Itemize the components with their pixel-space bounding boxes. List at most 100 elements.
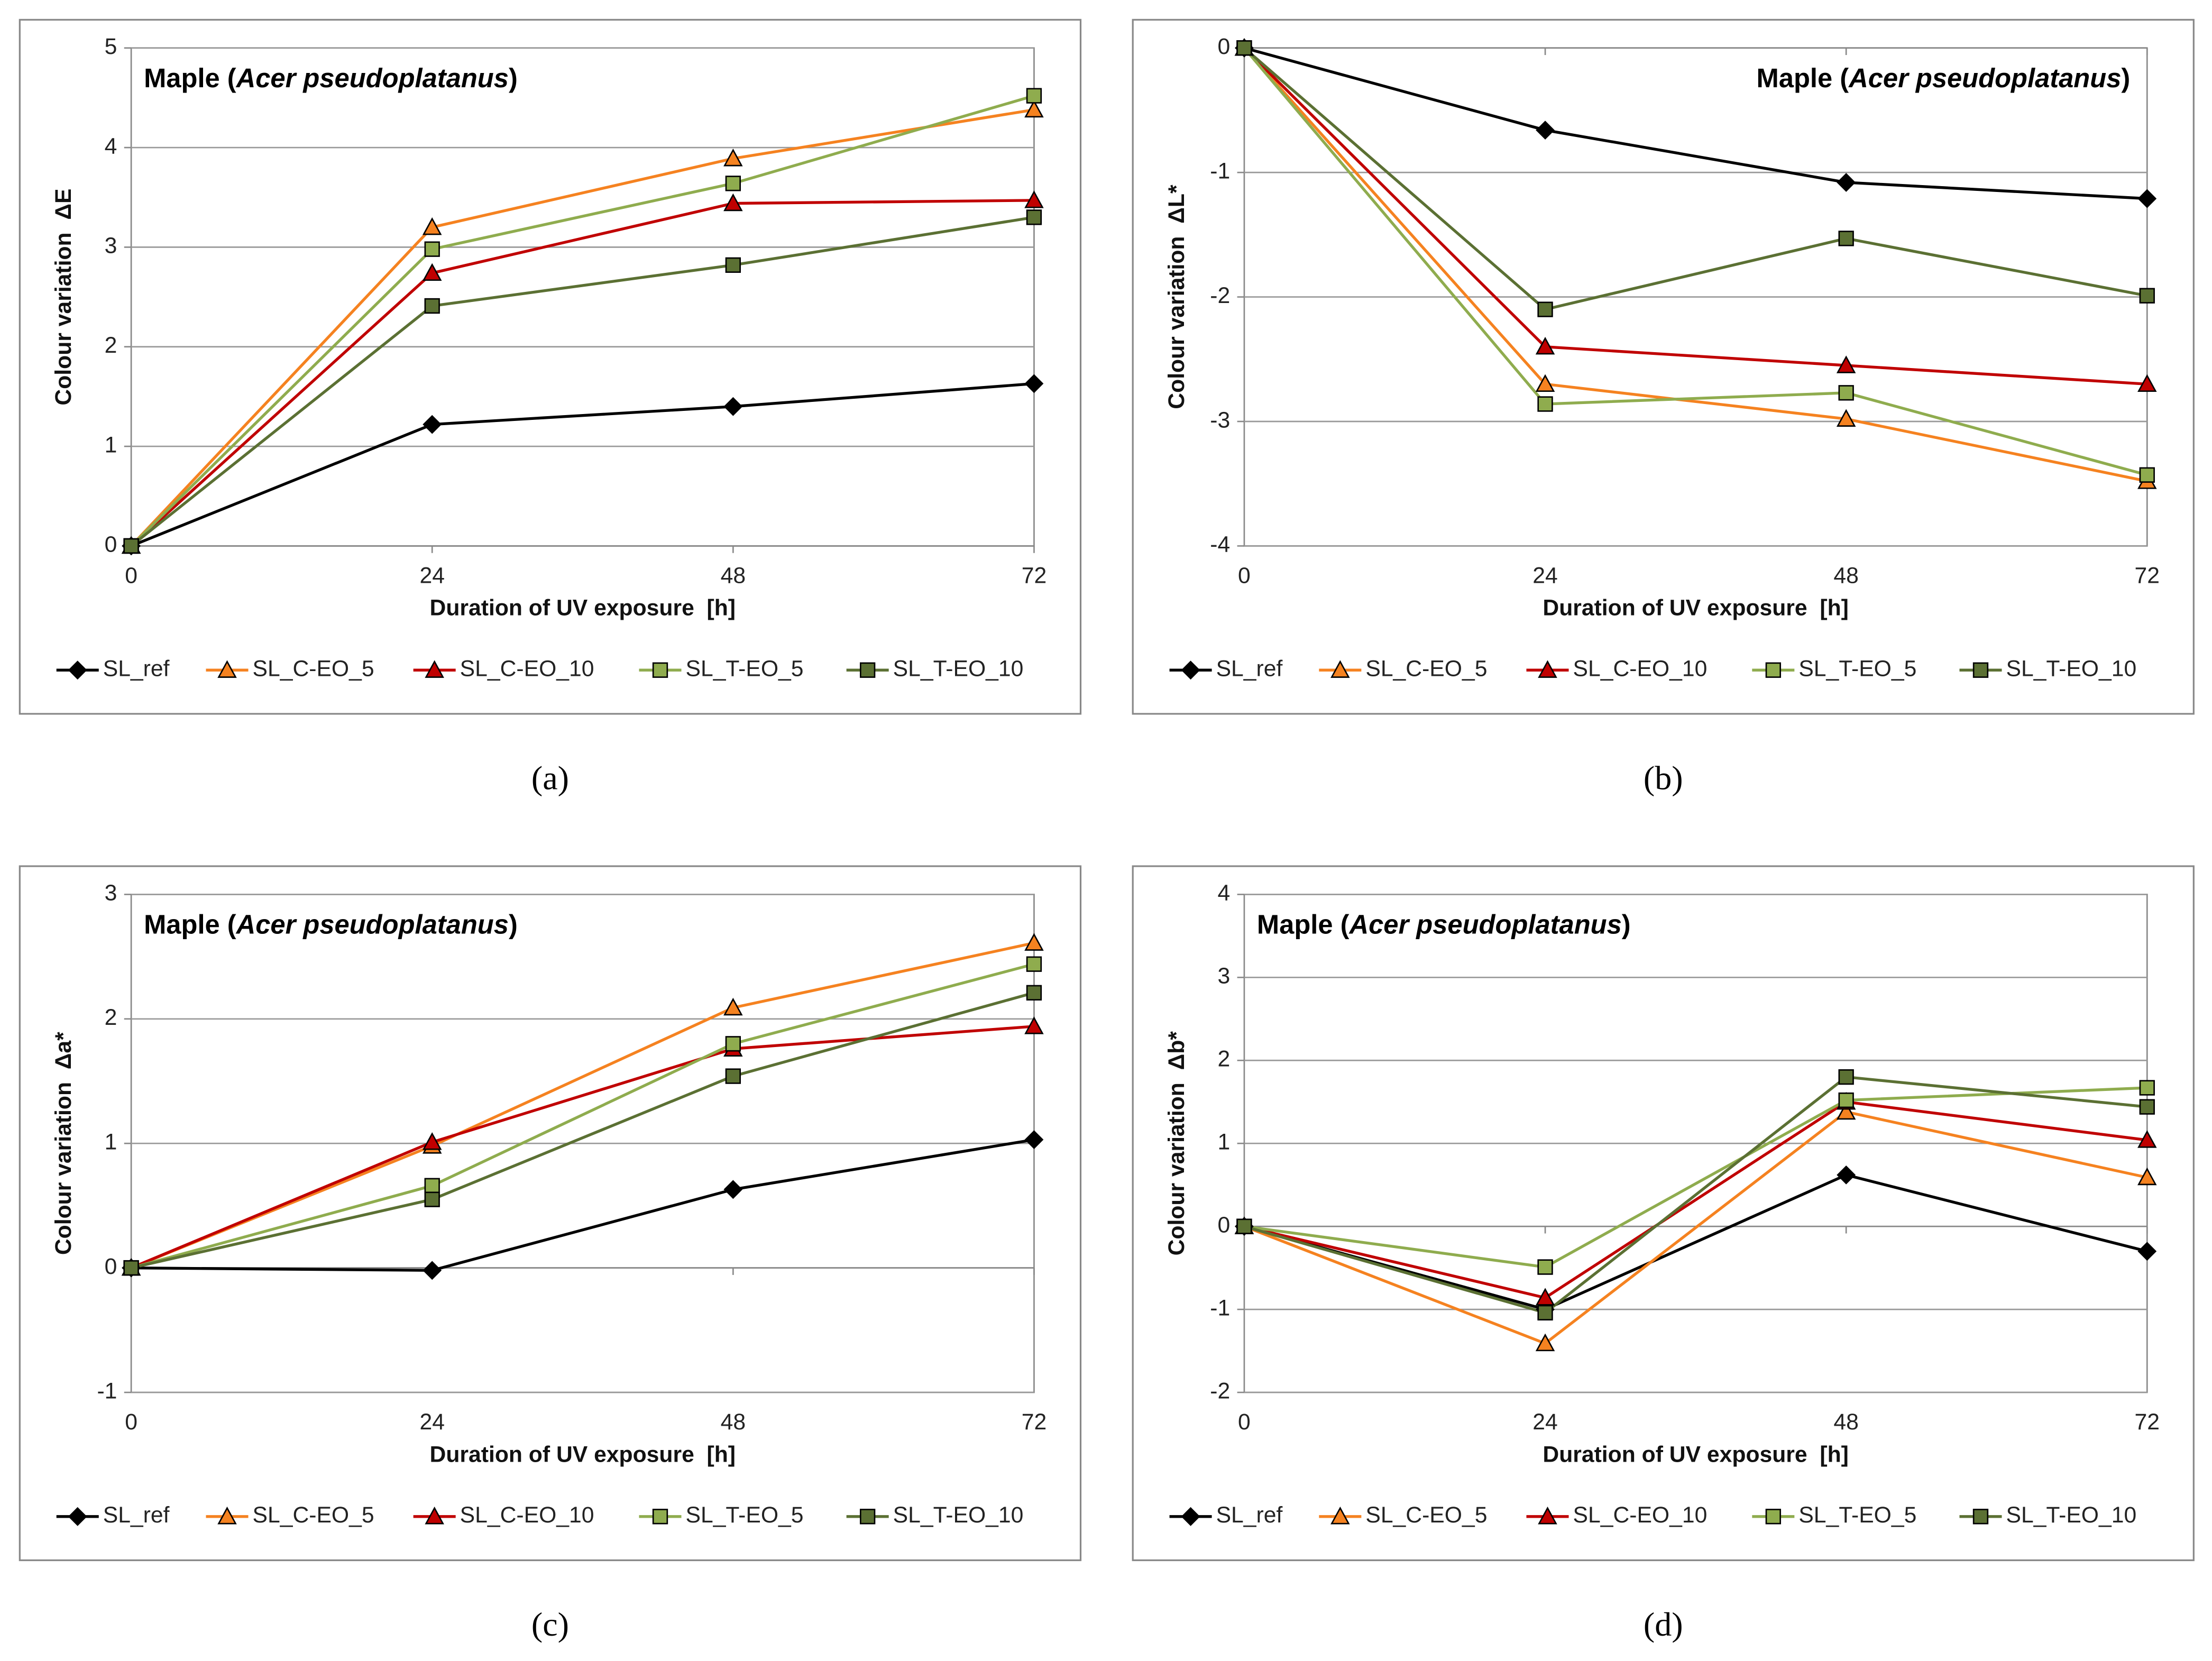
y-tick-label: 0 bbox=[105, 532, 117, 557]
title-part: Maple ( bbox=[144, 910, 236, 940]
chart-panel: -2 -1 0 1 2 3 4 0 24 48 72 Duration of UV exposure … bbox=[1132, 865, 2195, 1562]
title-part: Acer pseudoplatanus bbox=[235, 910, 509, 940]
legend-label: SL_C-EO_10 bbox=[1573, 656, 1708, 681]
legend-label: SL_C-EO_5 bbox=[1365, 656, 1487, 681]
data-point bbox=[422, 1132, 442, 1150]
data-point bbox=[725, 257, 741, 273]
title-part: ) bbox=[509, 910, 518, 940]
x-tick-label: 72 bbox=[1022, 1409, 1047, 1435]
legend-label: SL_T-EO_5 bbox=[1798, 1502, 1916, 1528]
legend-label: SL_C-EO_5 bbox=[253, 656, 374, 681]
data-point bbox=[1535, 374, 1555, 392]
legend-marker bbox=[1538, 660, 1557, 678]
y-tick-label: 1 bbox=[105, 1129, 117, 1154]
series-line bbox=[1243, 47, 2147, 386]
data-point bbox=[1024, 99, 1044, 118]
legend-label: SL_ref bbox=[103, 1502, 170, 1528]
y-tick-label: -1 bbox=[1210, 158, 1230, 183]
data-point bbox=[723, 397, 743, 416]
title-part: Maple ( bbox=[1757, 63, 1849, 93]
legend-label: SL_ref bbox=[103, 656, 170, 681]
y-axis-title: Colour variation ΔL* bbox=[1164, 185, 1189, 409]
series-line bbox=[1244, 1173, 2147, 1311]
data-point bbox=[1024, 1016, 1044, 1034]
legend-label: SL_C-EO_5 bbox=[1365, 1502, 1487, 1528]
y-tick-label: 5 bbox=[105, 34, 117, 59]
x-axis-title: Duration of UV exposure [h] bbox=[1543, 595, 1848, 621]
chart-title: Maple (Acer pseudoplatanus) bbox=[1257, 910, 1631, 940]
series-line bbox=[1243, 47, 2147, 483]
data-point bbox=[423, 415, 442, 434]
legend-marker bbox=[652, 1509, 668, 1525]
caption: (a) bbox=[531, 759, 569, 797]
legend-label: SL_C-EO_5 bbox=[253, 1502, 374, 1528]
x-tick-label: 0 bbox=[1238, 1409, 1251, 1435]
series-line bbox=[130, 216, 1034, 547]
x-tick-label: 24 bbox=[419, 1409, 444, 1435]
x-axis-title: Duration of UV exposure [h] bbox=[430, 1442, 736, 1467]
chart-title: Maple (Acer pseudoplatanus) bbox=[1757, 63, 2131, 93]
legend-label: SL_T-EO_10 bbox=[2006, 1502, 2137, 1528]
legend-marker bbox=[1972, 1509, 1989, 1525]
x-tick-label: 72 bbox=[2135, 1409, 2160, 1435]
y-tick-label: 1 bbox=[105, 432, 117, 457]
data-point bbox=[1026, 209, 1042, 225]
data-point bbox=[1024, 374, 1044, 393]
data-point bbox=[1837, 173, 1856, 192]
data-point bbox=[1026, 88, 1042, 104]
data-point bbox=[2137, 1242, 2157, 1261]
series-line bbox=[130, 94, 1035, 547]
y-axis-title: Colour variation Δa* bbox=[51, 1032, 76, 1255]
y-tick-label: 0 bbox=[1218, 34, 1231, 59]
data-point bbox=[1026, 985, 1042, 1001]
panel-frame bbox=[1132, 865, 2195, 1562]
legend-marker bbox=[859, 1509, 876, 1525]
data-point bbox=[1537, 1305, 1553, 1321]
x-tick-label: 0 bbox=[125, 563, 137, 588]
series-line bbox=[130, 199, 1034, 547]
legend-marker bbox=[1330, 1507, 1350, 1525]
y-tick-label: 1 bbox=[1218, 1129, 1231, 1154]
legend-marker bbox=[1330, 660, 1350, 678]
y-tick-label: 2 bbox=[1218, 1047, 1231, 1072]
y-tick-label: -3 bbox=[1210, 407, 1230, 433]
y-tick-label: 3 bbox=[1218, 963, 1231, 989]
chart-panel: -4 -3 -2 -1 0 0 24 48 72 Duration of UV exposure … bbox=[1132, 19, 2195, 715]
y-tick-label: 0 bbox=[1218, 1212, 1231, 1237]
data-point bbox=[723, 193, 743, 212]
data-point bbox=[424, 298, 440, 314]
x-tick-label: 0 bbox=[1238, 563, 1251, 588]
data-point bbox=[1024, 190, 1044, 208]
caption: (c) bbox=[531, 1605, 569, 1643]
data-point bbox=[1026, 956, 1042, 972]
data-point bbox=[1838, 1092, 1854, 1108]
caption: (b) bbox=[1644, 759, 1683, 797]
series-line bbox=[131, 382, 1034, 547]
y-axis-title: Colour variation Δb* bbox=[1164, 1031, 1189, 1256]
series-line bbox=[1243, 47, 2147, 311]
data-point bbox=[1838, 231, 1854, 246]
x-tick-label: 48 bbox=[721, 563, 746, 588]
legend-marker bbox=[859, 662, 876, 678]
legend-marker bbox=[217, 660, 237, 678]
data-point bbox=[725, 1036, 741, 1052]
x-tick-label: 48 bbox=[721, 1409, 746, 1435]
data-point bbox=[424, 1178, 440, 1194]
chart-panel: -1 0 1 2 3 0 24 48 72 Duration of UV exposure [h]… bbox=[19, 865, 1082, 1562]
data-point bbox=[1837, 1165, 1856, 1185]
series-line bbox=[131, 1025, 1034, 1270]
legend-label: SL_ref bbox=[1216, 1502, 1283, 1528]
y-tick-label: 2 bbox=[105, 1005, 117, 1030]
legend-marker bbox=[1765, 662, 1782, 678]
title-part: ) bbox=[509, 63, 518, 93]
y-tick-label: -2 bbox=[1210, 283, 1230, 308]
y-tick-label: -1 bbox=[97, 1378, 117, 1403]
legend-label: SL_T-EO_5 bbox=[686, 656, 804, 681]
series-line bbox=[130, 108, 1034, 547]
data-point bbox=[725, 1068, 741, 1084]
legend-marker bbox=[425, 660, 444, 678]
data-point bbox=[123, 538, 139, 554]
data-point bbox=[2139, 1099, 2155, 1115]
series-line bbox=[1244, 47, 2147, 200]
data-point bbox=[1024, 1130, 1044, 1150]
